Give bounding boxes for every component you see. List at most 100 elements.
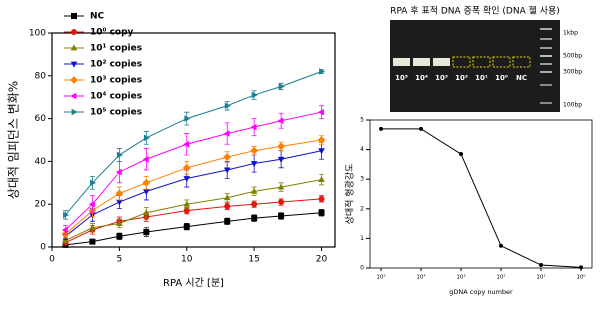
- y-tick-label: 1: [360, 235, 364, 242]
- marker: [116, 151, 123, 159]
- x-tick-label: 10⁴: [416, 274, 426, 281]
- marker: [143, 188, 150, 195]
- y-tick-label: 20: [35, 200, 47, 210]
- plot-frame: [369, 119, 593, 269]
- marker: [250, 187, 258, 194]
- gel-band: [393, 58, 410, 66]
- marker: [143, 134, 150, 142]
- x-tick-label: 20: [316, 255, 328, 265]
- marker: [71, 108, 78, 116]
- y-tick-label: 5: [360, 117, 364, 124]
- marker: [539, 263, 543, 268]
- lane-label: 10⁵: [395, 74, 408, 82]
- marker: [318, 209, 325, 216]
- marker: [319, 68, 326, 75]
- x-tick-label: 5: [117, 255, 123, 265]
- gel-box: [452, 56, 471, 68]
- y-tick-label: 60: [35, 114, 47, 124]
- marker: [183, 200, 191, 207]
- marker: [62, 236, 69, 243]
- x-tick-label: 15: [248, 255, 259, 265]
- marker: [250, 161, 258, 168]
- plot-frame: [51, 32, 336, 248]
- x-tick-label: 10⁰: [576, 274, 586, 281]
- marker: [61, 226, 68, 234]
- marker: [223, 130, 230, 137]
- marker: [223, 167, 231, 174]
- gel-box: [512, 56, 531, 68]
- marker: [70, 61, 78, 68]
- marker: [277, 117, 284, 125]
- ladder-label: 500bp: [563, 53, 582, 60]
- gel-band: [413, 58, 430, 66]
- y-tick-label: 100: [29, 29, 46, 39]
- lane-label: 10²: [455, 74, 468, 82]
- marker: [379, 126, 383, 131]
- marker: [318, 148, 325, 155]
- x-axis-label: RPA 시간 [분]: [163, 277, 224, 289]
- gel-band: [433, 58, 450, 66]
- marker: [317, 108, 324, 116]
- ladder: [540, 28, 552, 104]
- marker: [143, 229, 150, 236]
- lane-label: 10⁰: [495, 74, 508, 82]
- marker: [250, 123, 257, 131]
- ladder-label: 1kbp: [563, 30, 578, 37]
- marker: [116, 233, 123, 240]
- marker: [184, 115, 191, 122]
- marker: [318, 175, 325, 182]
- gel-title: RPA 후 표적 DNA 증폭 확인 (DNA 젤 사용): [390, 5, 560, 17]
- lane-label: 10³: [435, 74, 448, 82]
- marker: [277, 142, 285, 151]
- marker: [115, 168, 122, 176]
- marker: [183, 176, 191, 183]
- marker: [89, 238, 96, 245]
- marker: [499, 243, 503, 248]
- y-tick-label: 2: [360, 205, 364, 212]
- legend-label: 10⁵ copies: [90, 108, 142, 118]
- marker: [250, 146, 259, 155]
- y-axis-label: 상대적 형광강도: [344, 164, 356, 225]
- y-tick-label: 80: [35, 71, 47, 81]
- marker: [317, 136, 326, 144]
- marker: [116, 219, 123, 226]
- x-axis-label: gDNA copy number: [449, 288, 513, 296]
- marker: [142, 155, 149, 163]
- marker: [278, 199, 285, 206]
- legend-label: 10³ copies: [90, 76, 142, 86]
- marker: [70, 76, 78, 84]
- marker: [278, 83, 285, 90]
- x-tick-label: 0: [49, 255, 55, 265]
- marker: [71, 29, 77, 35]
- series-line: [65, 150, 322, 237]
- marker: [70, 44, 78, 51]
- x-tick-label: 10³: [456, 274, 465, 281]
- marker: [142, 178, 151, 187]
- marker: [224, 218, 231, 225]
- marker: [143, 209, 150, 216]
- legend-label: NC: [90, 12, 105, 22]
- marker: [318, 195, 325, 202]
- x-tick-label: 10: [181, 255, 193, 265]
- marker: [183, 207, 190, 214]
- marker: [116, 199, 123, 206]
- marker: [90, 179, 97, 187]
- legend-label: 10⁰ copy: [90, 28, 134, 38]
- lane-label: NC: [516, 74, 527, 82]
- marker: [89, 224, 96, 231]
- legend-label: 10⁴ copies: [90, 92, 142, 102]
- x-tick-label: 10⁵: [376, 274, 385, 281]
- lane-label: 10⁴: [415, 74, 428, 82]
- lane-label: 10¹: [475, 74, 488, 82]
- legend-label: 10¹ copies: [90, 44, 142, 54]
- x-tick-label: 10²: [496, 274, 505, 281]
- marker: [251, 201, 258, 208]
- marker: [278, 212, 285, 219]
- marker: [88, 200, 95, 208]
- marker: [63, 211, 70, 219]
- marker: [223, 153, 232, 162]
- marker: [224, 203, 231, 210]
- marker: [223, 194, 231, 201]
- marker: [459, 152, 463, 157]
